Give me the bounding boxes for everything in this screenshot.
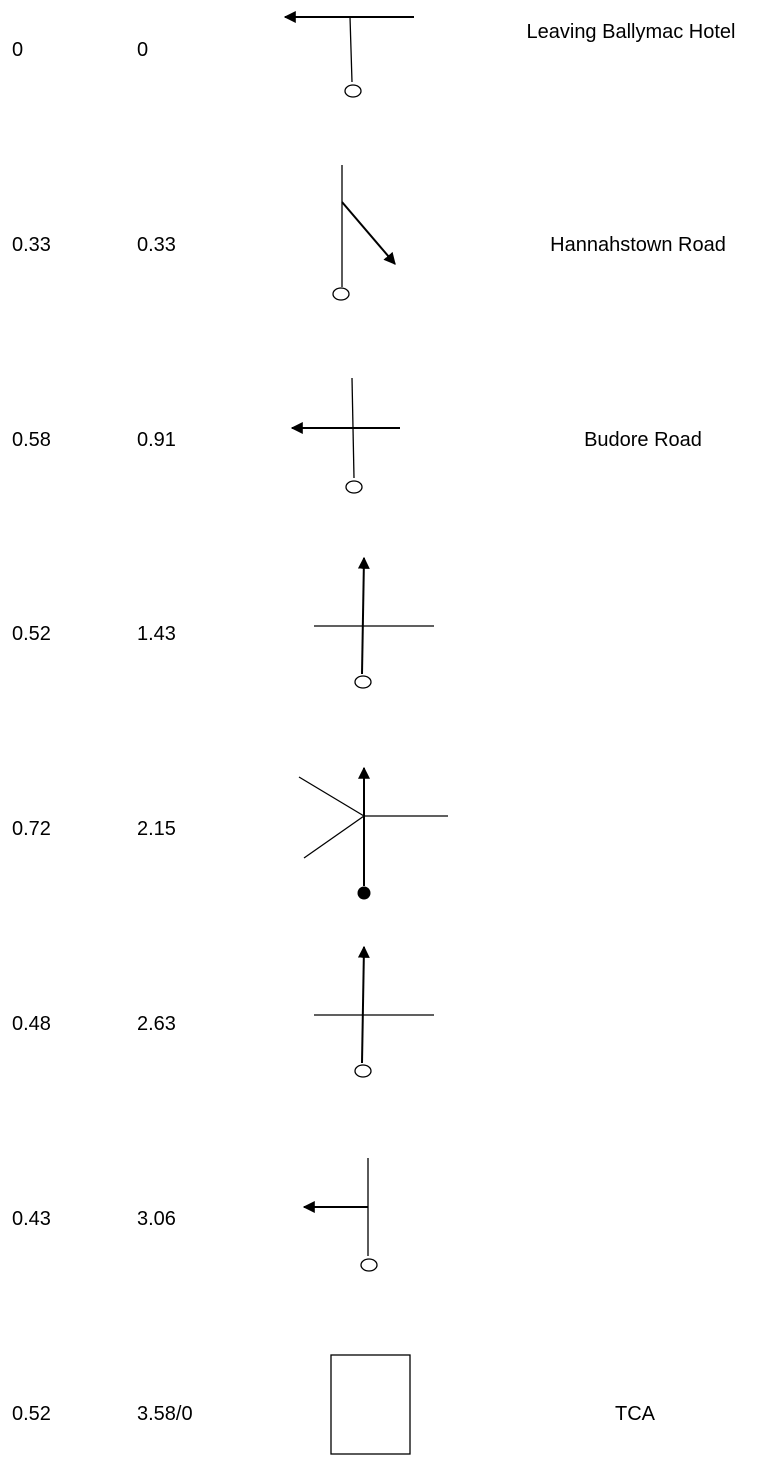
total-distance: 0.91: [137, 429, 176, 451]
time-control-box-icon: [330, 1354, 411, 1455]
stage-distance: 0: [12, 39, 24, 61]
total-distance: 2.15: [137, 818, 176, 840]
stage-distance: 0.72: [12, 818, 51, 840]
t-junction-left-icon: [283, 11, 414, 98]
total-distance: 3.58/0: [137, 1403, 193, 1425]
stage-distance: 0.43: [12, 1208, 51, 1230]
crossroads-straight-icon: [314, 945, 434, 1078]
total-distance: 0: [137, 39, 149, 61]
stage-distance: 0.58: [12, 429, 51, 451]
stage-distance: 0.52: [12, 623, 51, 645]
step-label: Leaving Ballymac Hotel: [526, 21, 736, 43]
total-distance: 1.43: [137, 623, 176, 645]
total-distance: 3.06: [137, 1208, 176, 1230]
step-label: Hannahstown Road: [550, 234, 726, 256]
complex-junction-straight-icon: [298, 766, 448, 900]
total-distance: 2.63: [137, 1013, 176, 1035]
step-label: TCA: [615, 1403, 655, 1425]
fork-right-icon: [332, 165, 396, 301]
side-road-left-icon: [302, 1158, 378, 1272]
crossroads-left-icon: [290, 377, 400, 494]
stage-distance: 0.33: [12, 234, 51, 256]
crossroads-straight-icon: [314, 556, 434, 689]
step-label: Budore Road: [584, 429, 702, 451]
stage-distance: 0.48: [12, 1013, 51, 1035]
stage-distance: 0.52: [12, 1403, 51, 1425]
total-distance: 0.33: [137, 234, 176, 256]
